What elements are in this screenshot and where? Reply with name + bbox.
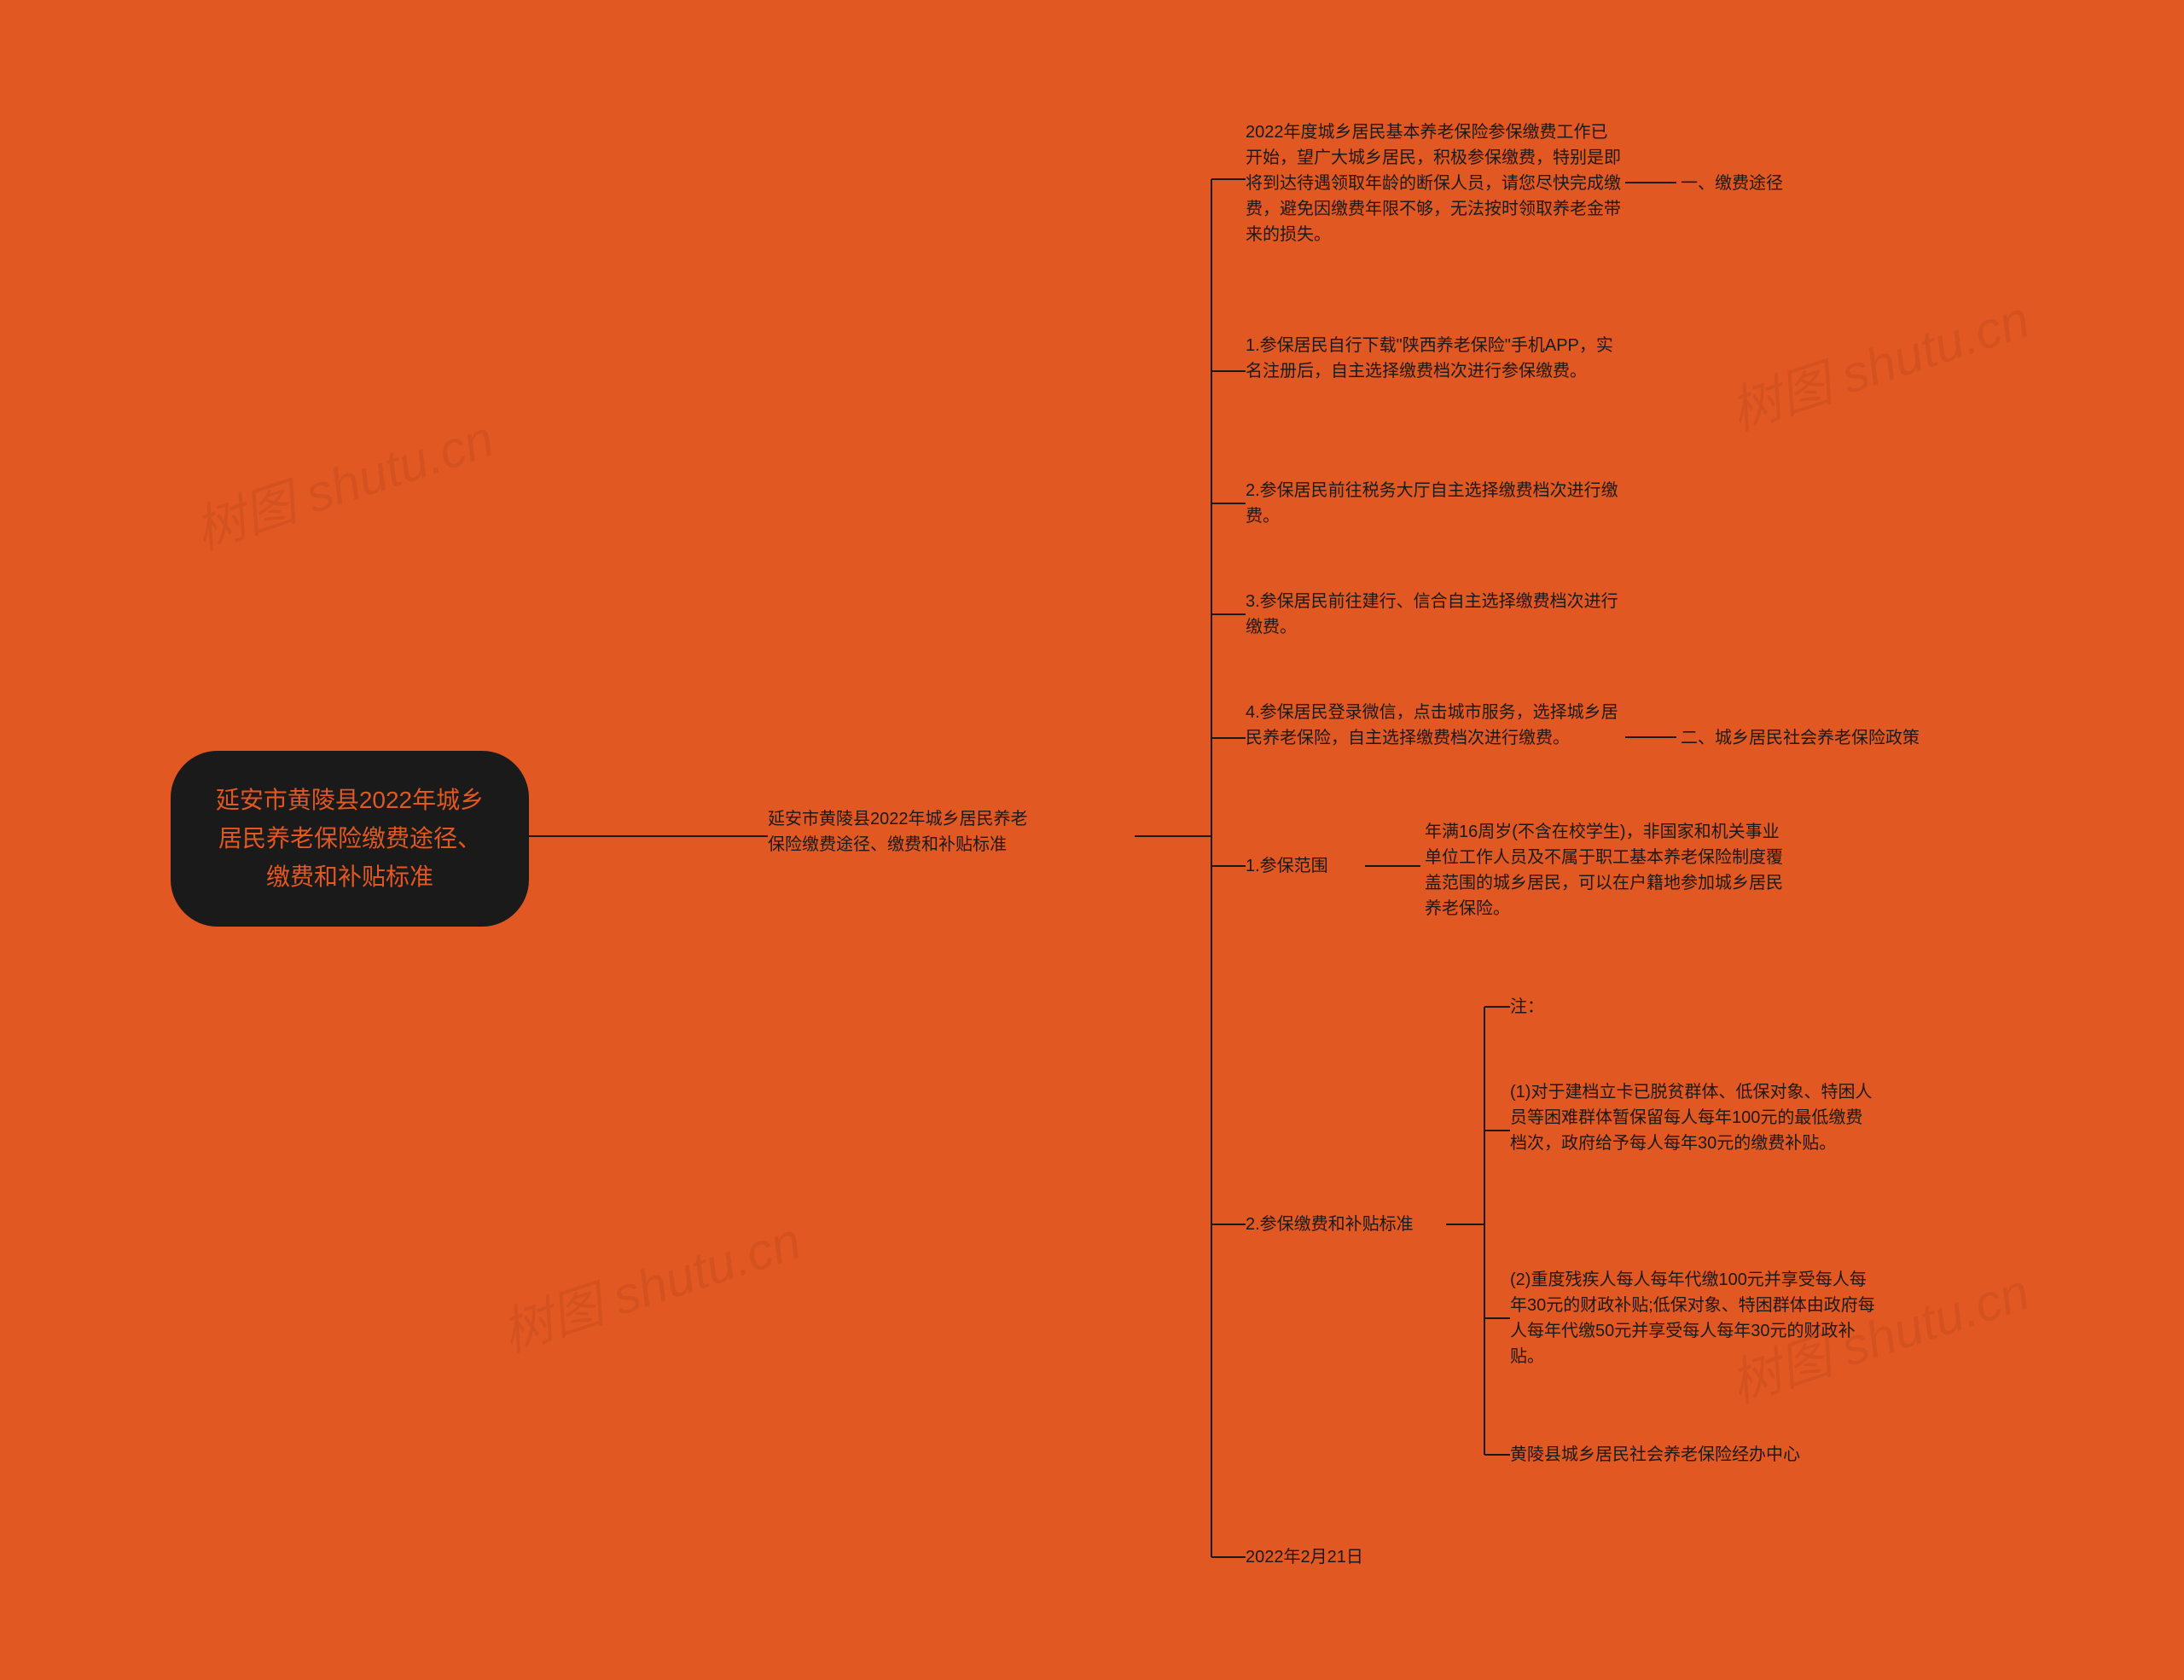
child-node-4-right-text: 二、城乡居民社会养老保险政策 [1681,729,1920,747]
child-node-0-right-text: 一、缴费途径 [1681,174,1783,193]
child-node-6-text: 2.参保缴费和补贴标准 [1246,1215,1414,1234]
child-node-1-text: 1.参保居民自行下载"陕西养老保险"手机APP，实名注册后，自主选择缴费档次进行… [1246,336,1613,381]
child-node-6-sub-3[interactable]: 黄陵县城乡居民社会养老保险经办中心 [1510,1442,1877,1468]
child-node-6-sub-2-text: (2)重度残疾人每人每年代缴100元并享受每人每年30元的财政补贴;低保对象、特… [1510,1270,1875,1366]
root-node[interactable]: 延安市黄陵县2022年城乡居民养老保险缴费途径、缴费和补贴标准 [171,751,529,927]
child-node-4-right[interactable]: 二、城乡居民社会养老保险政策 [1681,725,1971,751]
child-node-0-text: 2022年度城乡居民基本养老保险参保缴费工作已开始，望广大城乡居民，积极参保缴费… [1246,123,1621,244]
child-node-2[interactable]: 2.参保居民前往税务大厅自主选择缴费档次进行缴费。 [1246,478,1621,529]
child-node-5-right[interactable]: 年满16周岁(不含在校学生)，非国家和机关事业单位工作人员及不属于职工基本养老保… [1425,819,1792,921]
child-node-6-sub-2[interactable]: (2)重度残疾人每人每年代缴100元并享受每人每年30元的财政补贴;低保对象、特… [1510,1267,1877,1369]
root-node-text: 延安市黄陵县2022年城乡居民养老保险缴费途径、缴费和补贴标准 [216,787,484,890]
child-node-6-sub-0-text: 注： [1510,997,1544,1016]
child-node-1[interactable]: 1.参保居民自行下载"陕西养老保险"手机APP，实名注册后，自主选择缴费档次进行… [1246,333,1621,384]
child-node-2-text: 2.参保居民前往税务大厅自主选择缴费档次进行缴费。 [1246,481,1618,526]
child-node-5[interactable]: 1.参保范围 [1246,853,1365,879]
child-node-6-sub-0[interactable]: 注： [1510,994,1544,1020]
watermark: 树图 shutu.cn [183,398,502,564]
child-node-4-text: 4.参保居民登录微信，点击城市服务，选择城乡居民养老保险，自主选择缴费档次进行缴… [1246,703,1618,747]
child-node-3[interactable]: 3.参保居民前往建行、信合自主选择缴费档次进行缴费。 [1246,589,1621,640]
child-node-0[interactable]: 2022年度城乡居民基本养老保险参保缴费工作已开始，望广大城乡居民，积极参保缴费… [1246,119,1621,247]
level1-node-text: 延安市黄陵县2022年城乡居民养老保险缴费途径、缴费和补贴标准 [768,810,1028,854]
child-node-6-sub-1[interactable]: (1)对于建档立卡已脱贫群体、低保对象、特困人员等困难群体暂保留每人每年100元… [1510,1079,1877,1156]
child-node-7-text: 2022年2月21日 [1246,1548,1363,1567]
child-node-5-text: 1.参保范围 [1246,857,1328,875]
watermark: 树图 shutu.cn [1719,278,2037,445]
child-node-5-right-text: 年满16周岁(不含在校学生)，非国家和机关事业单位工作人员及不属于职工基本养老保… [1425,823,1783,918]
child-node-6[interactable]: 2.参保缴费和补贴标准 [1246,1212,1442,1237]
child-node-6-sub-3-text: 黄陵县城乡居民社会养老保险经办中心 [1510,1445,1800,1464]
child-node-0-right[interactable]: 一、缴费途径 [1681,171,1783,196]
watermark: 树图 shutu.cn [491,1200,809,1366]
child-node-6-sub-1-text: (1)对于建档立卡已脱贫群体、低保对象、特困人员等困难群体暂保留每人每年100元… [1510,1083,1872,1153]
child-node-4[interactable]: 4.参保居民登录微信，点击城市服务，选择城乡居民养老保险，自主选择缴费档次进行缴… [1246,700,1621,751]
child-node-3-text: 3.参保居民前往建行、信合自主选择缴费档次进行缴费。 [1246,592,1618,637]
level1-node[interactable]: 延安市黄陵县2022年城乡居民养老保险缴费途径、缴费和补贴标准 [768,806,1135,857]
child-node-7[interactable]: 2022年2月21日 [1246,1544,1416,1570]
